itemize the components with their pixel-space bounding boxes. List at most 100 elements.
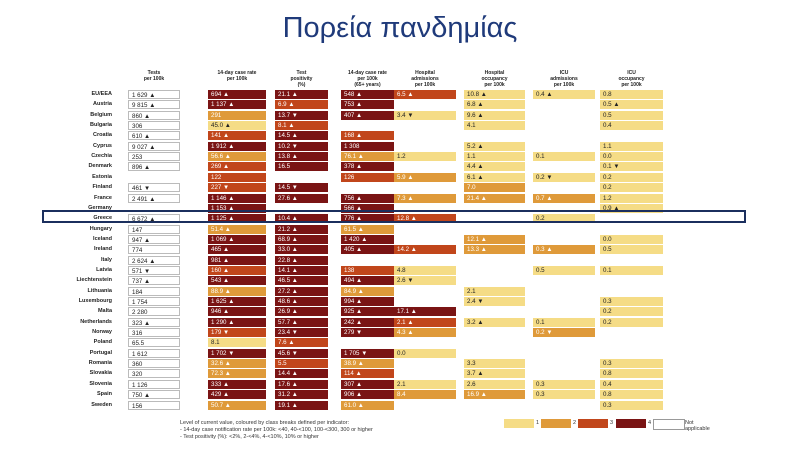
cell-pos: 14.1 ▲ — [275, 265, 328, 275]
column-header-line: ICU — [627, 70, 636, 76]
cell-icu: 0.5 — [533, 265, 595, 275]
cell-case65: 168 ▲ — [341, 131, 394, 141]
cell-occ: 3.3 — [464, 359, 525, 369]
cell-hosp: 8.4 — [394, 390, 456, 400]
column-header-line: per 100k — [226, 76, 248, 82]
country-label: Poland — [93, 339, 112, 346]
cell-tests: 316 — [128, 328, 180, 338]
cell-pos: 10.2 ▼ — [275, 141, 328, 151]
cell-case65: 405 ▲ — [341, 245, 394, 255]
cell-hosp: 7.3 ▲ — [394, 193, 456, 203]
cell-pos: 57.7 ▲ — [275, 317, 328, 327]
country-label: Liechtenstein — [76, 277, 112, 284]
column-header-occ: Hospital occupancy per 100k — [464, 70, 525, 88]
cell-hosp: 12.8 ▲ — [394, 214, 456, 224]
column-header-case65: 14-day case rate per 100k (65+ years) — [341, 70, 394, 88]
cell-pos: 6.9 ▲ — [275, 100, 328, 110]
legend-label: Not applicable — [685, 420, 710, 432]
cell-icuocc: 0.1 ▼ — [600, 162, 663, 172]
column-header-line: 14-day case rate — [348, 70, 387, 76]
column-header-line: per 100k — [414, 82, 436, 88]
cell-icuocc: 0.2 — [600, 183, 663, 193]
cell-case65: 756 ▲ — [341, 193, 394, 203]
cell-pos: 33.0 ▲ — [275, 245, 328, 255]
cell-case65: 378 ▲ — [341, 162, 394, 172]
cell-case: 1 125 ▲ — [208, 214, 266, 224]
note-line: - Test positivity (%): <2%, 2-<4%, 4-<10… — [180, 434, 319, 440]
column-header-hosp: Hospital admissions per 100k — [394, 70, 456, 88]
column-header-line: per 100k — [484, 82, 505, 88]
cell-occ: 2.6 — [464, 379, 525, 389]
note-line: - 14-day case notification rate per 100k… — [180, 427, 373, 433]
cell-icuocc: 1.1 — [600, 141, 663, 151]
cell-tests: 184 — [128, 286, 180, 296]
country-label: Lithuania — [87, 287, 112, 294]
cell-occ: 13.3 ▲ — [464, 245, 525, 255]
cell-case: 1 137 ▲ — [208, 100, 266, 110]
cell-tests: 1 612 — [128, 348, 180, 358]
cell-hosp: 2.1 — [394, 379, 456, 389]
cell-pos: 8.1 ▲ — [275, 121, 328, 131]
cell-pos: 23.4 ▼ — [275, 328, 328, 338]
cell-occ: 9.6 ▲ — [464, 110, 525, 120]
cell-pos: 21.2 ▲ — [275, 224, 328, 234]
cell-pos: 19.1 ▲ — [275, 400, 328, 410]
cell-pos: 31.2 ▲ — [275, 390, 328, 400]
country-label: Luxembourg — [78, 298, 112, 304]
cell-icuocc: 0.3 — [600, 400, 663, 410]
cell-case: 32.6 ▲ — [208, 359, 266, 369]
cell-case65: 126 — [341, 172, 394, 182]
country-label: Slovenia — [89, 380, 112, 387]
legend-swatch — [616, 419, 646, 428]
cell-occ: 3.7 ▲ — [464, 369, 525, 379]
cell-pos: 14.5 ▼ — [275, 183, 328, 193]
cell-occ: 3.2 ▲ — [464, 317, 525, 327]
country-label: France — [93, 194, 112, 201]
cell-tests: 2 491 ▲ — [128, 193, 180, 203]
column-header-line: positivity — [290, 76, 313, 82]
cell-hosp: 14.2 ▲ — [394, 245, 456, 255]
legend-swatch — [653, 419, 685, 430]
cell-case65: 407 ▲ — [341, 110, 394, 120]
cell-icuocc: 1.2 — [600, 193, 663, 203]
cell-tests: 737 ▲ — [128, 276, 180, 286]
cell-pos: 21.1 ▲ — [275, 90, 328, 99]
country-label: Estonia — [92, 173, 112, 180]
country-label: Greece — [93, 215, 112, 222]
legend-swatch — [541, 419, 571, 428]
column-header-line: per 100k — [143, 76, 165, 82]
cell-case: 45.0 ▲ — [208, 121, 266, 131]
cell-hosp: 1.2 — [394, 152, 456, 162]
cell-icuocc: 0.1 — [600, 265, 663, 275]
cell-case65: 566 ▲ — [341, 203, 394, 213]
cell-pos: 27.2 ▲ — [275, 286, 328, 296]
cell-occ: 2.1 — [464, 286, 525, 296]
country-label: Sweden — [91, 401, 112, 408]
country-label: Czechia — [91, 153, 112, 160]
cell-hosp: 4.8 — [394, 265, 456, 275]
cell-icu: 0.2 — [533, 214, 595, 224]
cell-case65: 84.9 ▲ — [341, 286, 394, 296]
cell-icuocc: 0.2 — [600, 317, 663, 327]
cell-pos: 16.5 — [275, 162, 328, 172]
column-header-line: 14-day case rate — [217, 70, 257, 76]
cell-case65: 1 705 ▼ — [341, 348, 394, 358]
cell-occ: 10.8 ▲ — [464, 90, 525, 99]
cell-case: 429 ▲ — [208, 390, 266, 400]
column-header-line: admissions — [411, 76, 439, 82]
cell-tests: 610 ▲ — [128, 131, 180, 141]
cell-case: 72.3 ▲ — [208, 369, 266, 379]
country-label: Italy — [100, 256, 112, 263]
cell-hosp: 17.1 ▲ — [394, 307, 456, 317]
cell-tests: 320 — [128, 369, 180, 379]
cell-case65: 138 — [341, 265, 394, 275]
cell-case65: 925 ▲ — [341, 307, 394, 317]
cell-case65: 242 ▲ — [341, 317, 394, 327]
cell-case: 227 ▼ — [208, 183, 266, 193]
cell-icuocc: 0.4 — [600, 379, 663, 389]
cell-case65: 114 ▲ — [341, 369, 394, 379]
cell-icuocc: 0.0 — [600, 152, 663, 162]
column-header-line: admissions — [550, 76, 578, 82]
cell-tests: 9 027 ▲ — [128, 141, 180, 151]
country-label: Norway — [92, 329, 112, 336]
